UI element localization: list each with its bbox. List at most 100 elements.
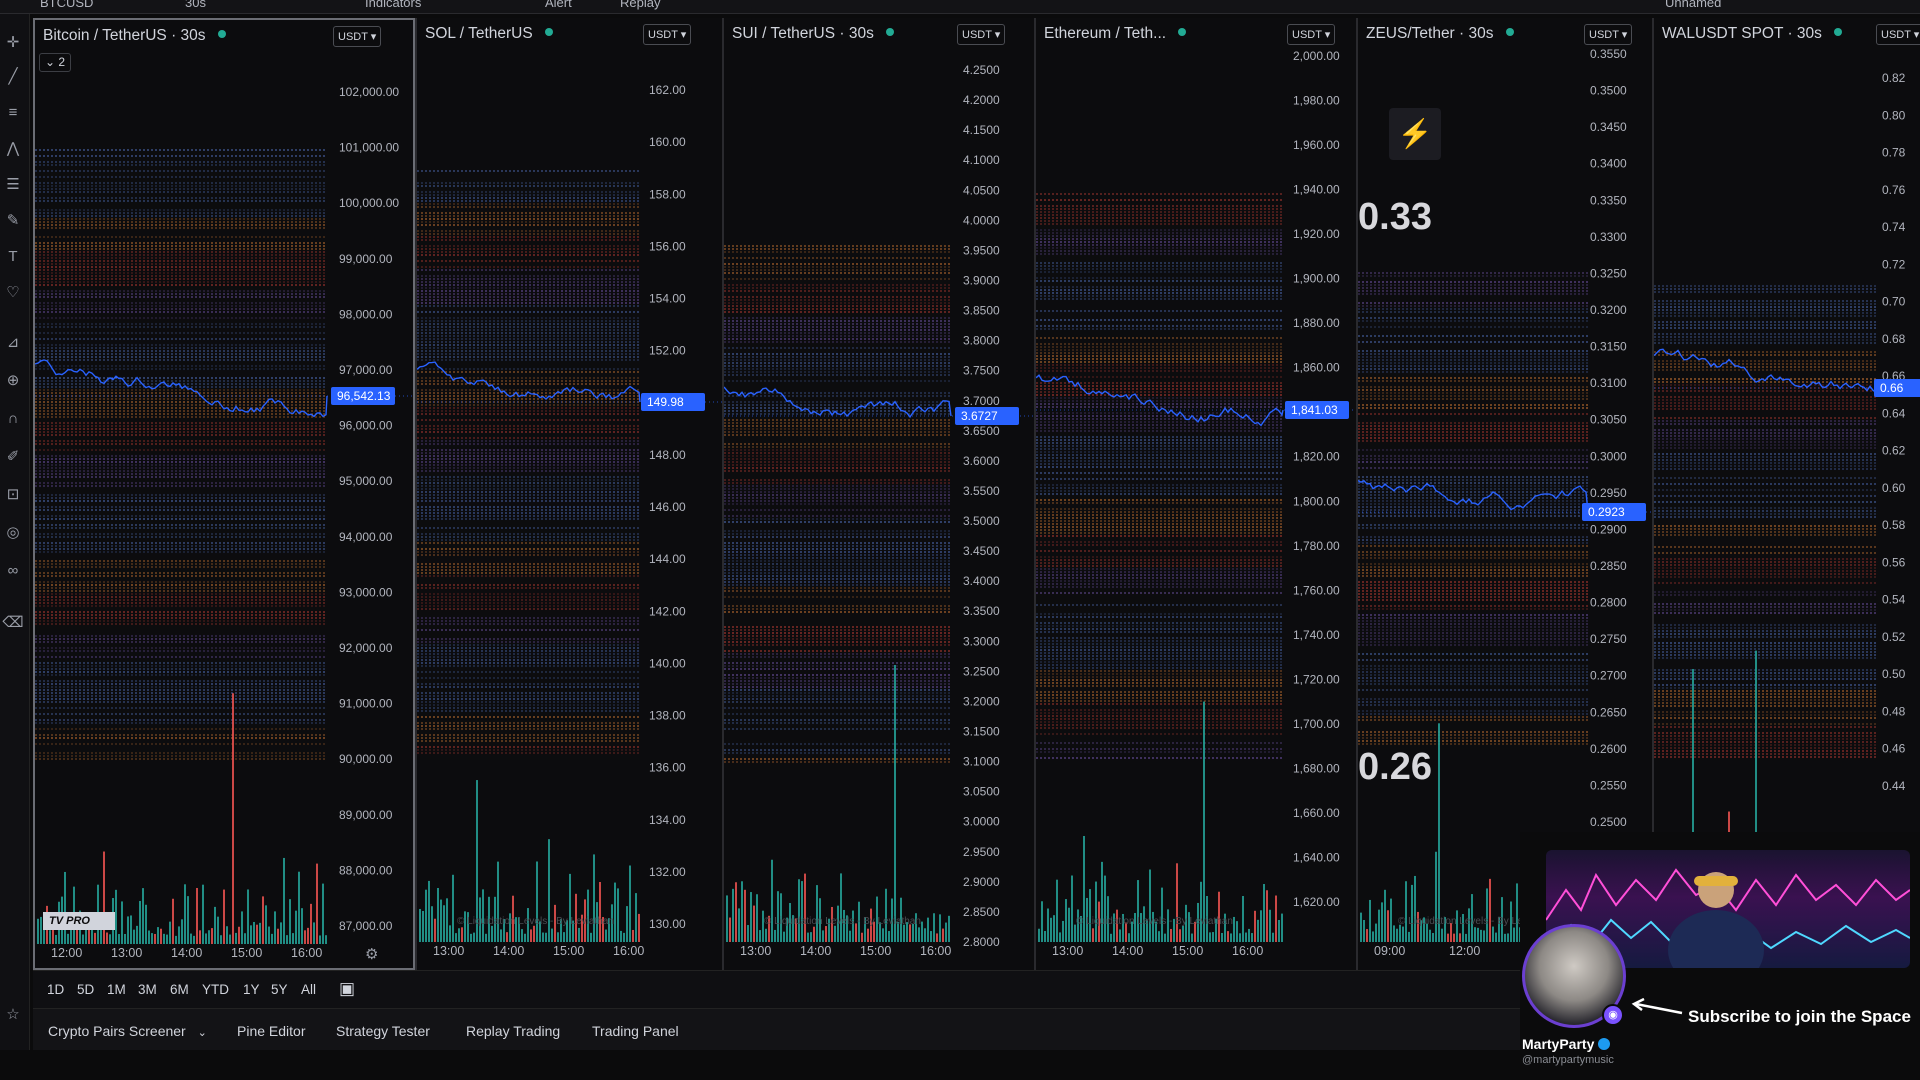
volume-bar (1113, 913, 1115, 942)
favorites-star-icon[interactable]: ☆ (6, 1006, 20, 1023)
pane-divider[interactable] (722, 18, 724, 970)
currency-dropdown[interactable]: USDT ▾ (643, 24, 692, 45)
volume-bar (1071, 875, 1073, 942)
pencil-lock-icon[interactable]: ✐ (6, 448, 20, 465)
chart-pane-eth[interactable]: 2,000.00 1,980.00 1,960.00 1,940.00 1,920.00… (1036, 18, 1356, 970)
chart-pane-btc[interactable]: 102,000.00 101,000.00 100,000.00 99,000.00 9… (33, 18, 415, 970)
y-tick-label: 0.3250 (1590, 266, 1627, 280)
price-line (417, 361, 641, 403)
brush-icon[interactable]: ✎ (6, 212, 20, 229)
replay-button[interactable]: Replay (620, 0, 661, 10)
symbol-search-button[interactable]: BTCUSD (40, 0, 94, 10)
tab-pine-editor[interactable]: Pine Editor (237, 1023, 306, 1039)
lock-icon[interactable]: ⊡ (6, 486, 20, 503)
pane-title[interactable]: Ethereum / Teth... (1044, 25, 1187, 43)
pane-divider[interactable] (415, 18, 417, 970)
currency-dropdown[interactable]: USDT ▾ (1584, 24, 1633, 45)
thumbnail-chart-graphic (1546, 868, 1910, 968)
currency-dropdown[interactable]: USDT ▾ (957, 24, 1006, 45)
range-button-all[interactable]: All (301, 982, 317, 997)
chart-canvas-zeus[interactable]: 0.3550 0.3500 0.3450 0.3400 0.3350 0.3300 0.32… (1358, 18, 1652, 970)
volume-bar (1281, 913, 1283, 942)
volume-bar (1197, 902, 1199, 942)
range-button-5d[interactable]: 5D (77, 982, 95, 997)
currency-dropdown[interactable]: USDT ▾ (1287, 24, 1336, 45)
y-tick-label: 144.00 (649, 552, 686, 566)
tab-strategy-tester[interactable]: Strategy Tester (336, 1023, 430, 1039)
pane-title[interactable]: SUI / TetherUS · 30s (732, 25, 894, 43)
volume-bar (1450, 923, 1452, 942)
volume-bar (88, 925, 90, 944)
trash-icon[interactable]: ⌫ (2, 614, 24, 631)
chart-pane-sol[interactable]: 162.00160.00158.00156.00154.00152.00150.… (417, 18, 722, 970)
volume-bar (1056, 879, 1058, 942)
alert-button[interactable]: Alert (545, 0, 572, 10)
gear-icon[interactable]: ⚙ (365, 946, 379, 963)
link-icon[interactable]: ∞ (7, 562, 19, 579)
tab-replay-trading[interactable]: Replay Trading (466, 1023, 561, 1039)
y-tick-label: 4.2000 (963, 93, 1000, 107)
volume-bar (1086, 897, 1088, 942)
fib-icon[interactable]: ☰ (6, 176, 20, 193)
x-tick-label: 09:00 (1374, 944, 1405, 958)
volume-bar (1155, 921, 1157, 942)
range-button-1d[interactable]: 1D (47, 982, 65, 997)
magnet-icon[interactable]: ∩ (7, 410, 19, 427)
chart-pane-wal[interactable]: 0.82 0.80 0.78 0.76 0.74 0.72 0.70 0.68 0.66 0.64… (1654, 18, 1920, 970)
chart-pane-sui[interactable]: 4.2500 4.2000 4.1500 4.1000 4.0500 4.0000 3.95… (724, 18, 1034, 970)
range-button-1y[interactable]: 1Y (243, 982, 260, 997)
y-tick-label: 0.54 (1882, 593, 1906, 607)
subscribe-banner[interactable]: Subscribe to join the Space (1688, 1007, 1911, 1026)
crosshair-icon[interactable]: ✛ (6, 34, 20, 51)
pane-divider[interactable] (1356, 18, 1358, 970)
currency-dropdown[interactable]: USDT ▾ (1876, 24, 1920, 45)
volume-bar (202, 884, 204, 944)
volume-histogram (37, 693, 327, 944)
indicators-button[interactable]: Indicators (365, 0, 422, 10)
range-button-3m[interactable]: 3M (138, 982, 157, 997)
chart-pane-zeus[interactable]: 0.3550 0.3500 0.3450 0.3400 0.3350 0.3300 0.32… (1358, 18, 1652, 970)
y-tick-label: 158.00 (649, 187, 686, 201)
text-tool-icon[interactable]: T (8, 248, 18, 265)
indicator-watermark: © Liquidation Levels - By Leviathan (1076, 916, 1233, 927)
chart-canvas-sui[interactable]: 4.2500 4.2000 4.1500 4.1000 4.0500 4.0000 3.95… (724, 18, 1034, 970)
range-button-5y[interactable]: 5Y (271, 982, 288, 997)
trend-line-icon[interactable]: ╱ (8, 68, 18, 85)
chart-canvas-btc[interactable]: 102,000.00 101,000.00 100,000.00 99,000.00 9… (35, 20, 415, 970)
pane-divider[interactable] (1652, 18, 1654, 970)
pane-title[interactable]: Bitcoin / TetherUS · 30s (43, 27, 226, 45)
volume-bar (467, 912, 469, 942)
pane-title[interactable]: SOL / TetherUS (425, 25, 553, 43)
range-button-6m[interactable]: 6M (170, 982, 189, 997)
range-button-ytd[interactable]: YTD (202, 982, 229, 997)
y-tick-label: 2.8000 (963, 935, 1000, 949)
zoom-icon[interactable]: ⊕ (6, 372, 20, 389)
pane-count-badge[interactable]: ⌄ 2 (39, 53, 71, 72)
ruler-icon[interactable]: ⊿ (6, 334, 20, 351)
calendar-icon[interactable]: ▣ (339, 979, 356, 998)
range-button-1m[interactable]: 1M (107, 982, 126, 997)
volume-bar (813, 926, 815, 942)
horizontal-lines-icon[interactable]: ≡ (8, 104, 18, 121)
pattern-icon[interactable]: ⋀ (6, 140, 20, 157)
interval-button[interactable]: 30s (185, 0, 206, 10)
y-tick-label: 88,000.00 (339, 863, 393, 877)
tab-crypto-pairs-screener[interactable]: Crypto Pairs Screener ⌄ (48, 1023, 207, 1039)
volume-bar (1137, 880, 1139, 942)
x-tick-label: 13:00 (740, 944, 771, 958)
heart-icon[interactable]: ♡ (6, 284, 20, 301)
eye-icon[interactable]: ◎ (6, 524, 20, 541)
pane-title[interactable]: ZEUS/Tether · 30s (1366, 25, 1514, 43)
liquidation-levels (35, 149, 327, 760)
chart-canvas-wal[interactable]: 0.82 0.80 0.78 0.76 0.74 0.72 0.70 0.68 0.66 0.64… (1654, 18, 1920, 970)
y-tick-label: 3.8000 (963, 334, 1000, 348)
volume-bar (1429, 929, 1431, 942)
currency-dropdown[interactable]: USDT ▾ (333, 26, 382, 47)
tab-trading-panel[interactable]: Trading Panel (592, 1023, 679, 1039)
chart-canvas-sol[interactable]: 162.00160.00158.00156.00154.00152.00150.… (417, 18, 722, 970)
chart-canvas-eth[interactable]: 2,000.00 1,980.00 1,960.00 1,940.00 1,920.00… (1036, 18, 1356, 970)
y-tick-label: 89,000.00 (339, 808, 393, 822)
layout-name-button[interactable]: Unnamed (1665, 0, 1722, 10)
pane-title[interactable]: WALUSDT SPOT · 30s (1662, 25, 1842, 43)
pane-divider[interactable] (1034, 18, 1036, 970)
